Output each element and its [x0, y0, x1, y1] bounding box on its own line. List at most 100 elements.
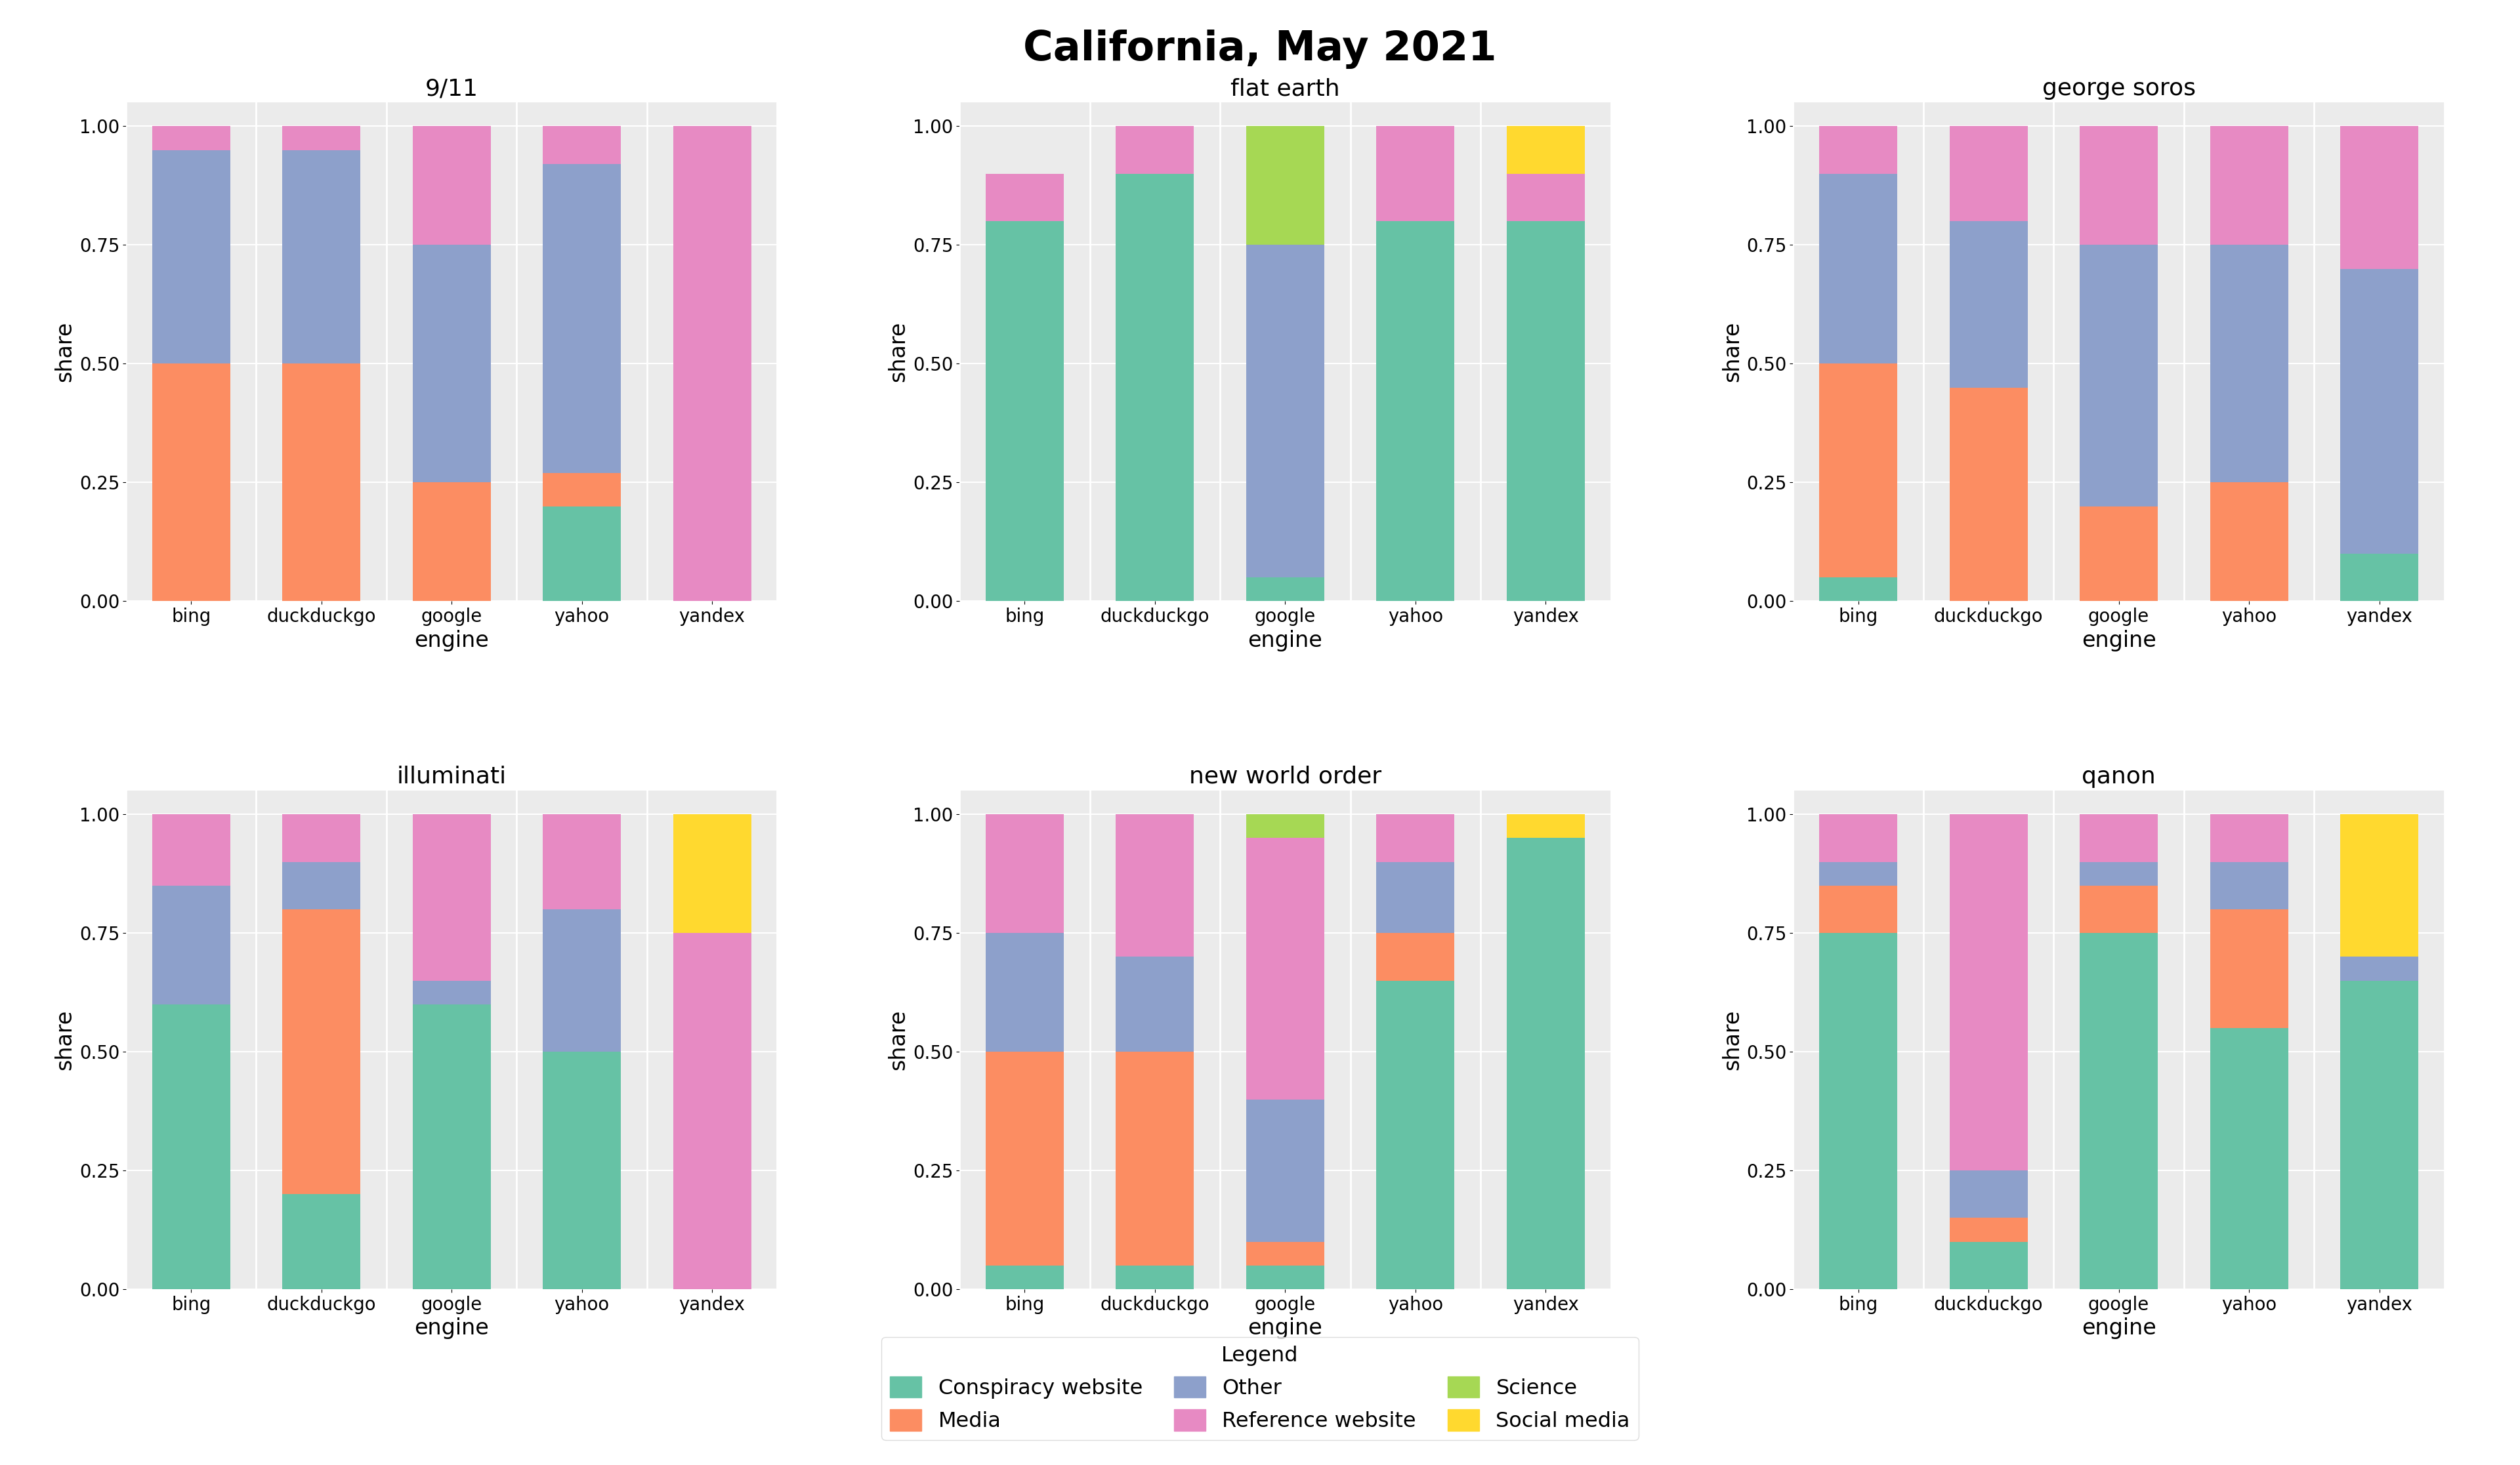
Bar — [2210, 815, 2288, 861]
Bar — [542, 164, 620, 473]
Bar — [1950, 387, 2029, 601]
Bar — [2079, 507, 2157, 601]
Bar — [542, 1052, 620, 1289]
Bar — [542, 815, 620, 910]
Bar — [1950, 1217, 2029, 1242]
Bar — [2079, 245, 2157, 507]
Bar — [2210, 245, 2288, 482]
Bar — [1950, 1242, 2029, 1289]
Bar — [673, 933, 751, 1289]
Bar — [542, 910, 620, 1052]
Bar — [282, 910, 360, 1194]
Bar — [542, 126, 620, 164]
Bar — [2079, 885, 2157, 933]
X-axis label: engine: engine — [1247, 1317, 1323, 1339]
Bar — [1819, 861, 1898, 885]
Bar — [2079, 126, 2157, 245]
Bar — [151, 1005, 229, 1289]
Bar — [282, 1194, 360, 1289]
Bar — [673, 126, 751, 601]
Bar — [1507, 174, 1585, 221]
Bar — [2210, 1028, 2288, 1289]
Y-axis label: share: share — [53, 1009, 76, 1071]
X-axis label: engine: engine — [2082, 1317, 2157, 1339]
Bar — [1507, 838, 1585, 1289]
Bar — [413, 245, 491, 482]
Bar — [1116, 1052, 1194, 1266]
Bar — [1245, 577, 1326, 601]
X-axis label: engine: engine — [1247, 630, 1323, 650]
Bar — [282, 815, 360, 861]
Bar — [1116, 815, 1194, 957]
Bar — [2341, 980, 2419, 1289]
Bar — [1245, 815, 1326, 838]
Bar — [151, 126, 229, 149]
Bar — [1819, 885, 1898, 933]
Bar — [2079, 861, 2157, 885]
Bar — [1245, 1266, 1326, 1289]
Bar — [151, 815, 229, 885]
Bar — [1950, 815, 2029, 1171]
Bar — [1819, 174, 1898, 363]
Bar — [1819, 577, 1898, 601]
Bar — [1116, 957, 1194, 1052]
Bar — [2210, 861, 2288, 910]
Bar — [1245, 245, 1326, 577]
Bar — [1507, 815, 1585, 838]
Bar — [413, 1005, 491, 1289]
Y-axis label: share: share — [1721, 1009, 1744, 1071]
Bar — [1819, 815, 1898, 861]
Bar — [1116, 1266, 1194, 1289]
Bar — [1116, 126, 1194, 174]
Title: 9/11: 9/11 — [426, 78, 479, 100]
Bar — [1950, 126, 2029, 221]
Bar — [2341, 957, 2419, 980]
X-axis label: engine: engine — [413, 1317, 489, 1339]
Bar — [413, 126, 491, 245]
Bar — [2210, 482, 2288, 601]
Bar — [282, 149, 360, 363]
Bar — [413, 980, 491, 1005]
Bar — [542, 507, 620, 601]
Bar — [2341, 126, 2419, 268]
Bar — [1819, 933, 1898, 1289]
Y-axis label: share: share — [887, 321, 910, 382]
Bar — [1245, 838, 1326, 1099]
Bar — [2210, 126, 2288, 245]
Bar — [985, 815, 1063, 933]
Bar — [542, 473, 620, 507]
Bar — [1376, 861, 1454, 933]
Bar — [1507, 221, 1585, 601]
Y-axis label: share: share — [1721, 321, 1744, 382]
Bar — [2341, 815, 2419, 957]
Bar — [1376, 221, 1454, 601]
Bar — [151, 149, 229, 363]
Bar — [1376, 980, 1454, 1289]
Bar — [1245, 1099, 1326, 1242]
Bar — [413, 815, 491, 980]
Bar — [282, 861, 360, 910]
Bar — [1819, 126, 1898, 174]
Bar — [151, 885, 229, 1005]
Bar — [2341, 554, 2419, 601]
Bar — [985, 221, 1063, 601]
Title: new world order: new world order — [1189, 766, 1381, 788]
Bar — [1950, 221, 2029, 387]
Title: qanon: qanon — [2082, 766, 2155, 788]
Bar — [1116, 174, 1194, 601]
Bar — [985, 933, 1063, 1052]
Bar — [151, 363, 229, 601]
Bar — [282, 363, 360, 601]
Bar — [1507, 126, 1585, 174]
Bar — [985, 1052, 1063, 1266]
Title: george soros: george soros — [2041, 78, 2195, 100]
Bar — [985, 174, 1063, 221]
X-axis label: engine: engine — [413, 630, 489, 650]
Bar — [1376, 815, 1454, 861]
Bar — [282, 126, 360, 149]
Y-axis label: share: share — [53, 321, 76, 382]
Bar — [1376, 126, 1454, 221]
Bar — [2079, 815, 2157, 861]
Bar — [2210, 910, 2288, 1028]
Bar — [1819, 363, 1898, 577]
